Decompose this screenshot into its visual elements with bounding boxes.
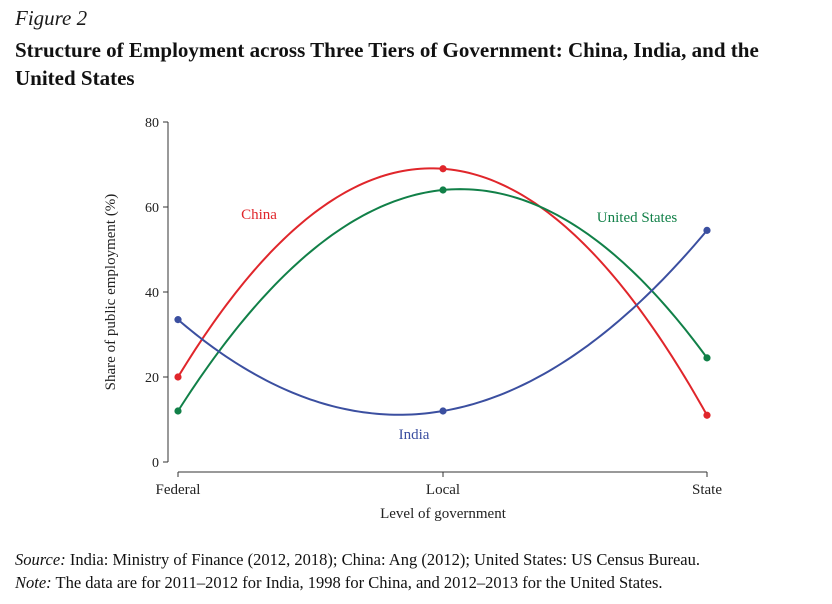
series-line-china bbox=[177, 167, 708, 416]
x-tick-label: State bbox=[692, 482, 722, 498]
chart-labels: China United States India bbox=[241, 207, 677, 443]
series-label-china: China bbox=[241, 207, 277, 223]
data-point-china bbox=[703, 411, 711, 419]
y-axis-title: Share of public employment (%) bbox=[103, 194, 119, 391]
note-text: The data are for 2011–2012 for India, 19… bbox=[51, 573, 663, 592]
data-note: Note: The data are for 2011–2012 for Ind… bbox=[15, 572, 825, 594]
data-point-united-states bbox=[439, 186, 447, 194]
y-tick-label: 0 bbox=[152, 456, 159, 471]
figure-label: Figure 2 bbox=[15, 6, 88, 30]
data-point-india bbox=[174, 316, 182, 324]
source-note: Source: India: Ministry of Finance (2012… bbox=[15, 549, 825, 571]
data-point-united-states bbox=[174, 407, 182, 415]
data-point-china bbox=[174, 373, 182, 381]
y-tick-label: 60 bbox=[145, 201, 159, 216]
source-lead: Source: bbox=[15, 550, 66, 569]
data-point-china bbox=[439, 165, 447, 173]
series-line-india bbox=[177, 229, 708, 416]
y-tick-label: 80 bbox=[145, 116, 159, 131]
data-point-india bbox=[703, 226, 711, 234]
note-lead: Note: bbox=[15, 573, 52, 592]
source-text: India: Ministry of Finance (2012, 2018);… bbox=[65, 550, 700, 569]
x-axis-title: Level of government bbox=[380, 506, 507, 522]
series-label-united-states: United States bbox=[597, 210, 678, 226]
data-point-india bbox=[439, 407, 447, 415]
x-tick-label: Federal bbox=[156, 482, 201, 498]
series-lines bbox=[174, 165, 711, 419]
data-point-united-states bbox=[703, 354, 711, 362]
figure-title: Structure of Employment across Three Tie… bbox=[15, 38, 759, 90]
y-tick-label: 40 bbox=[145, 286, 159, 301]
axes: 0 20 40 60 80 Federal Local State Level of gover… bbox=[103, 116, 722, 522]
series-label-india: India bbox=[399, 427, 430, 443]
x-tick-label: Local bbox=[426, 482, 460, 498]
y-tick-label: 20 bbox=[145, 371, 159, 386]
